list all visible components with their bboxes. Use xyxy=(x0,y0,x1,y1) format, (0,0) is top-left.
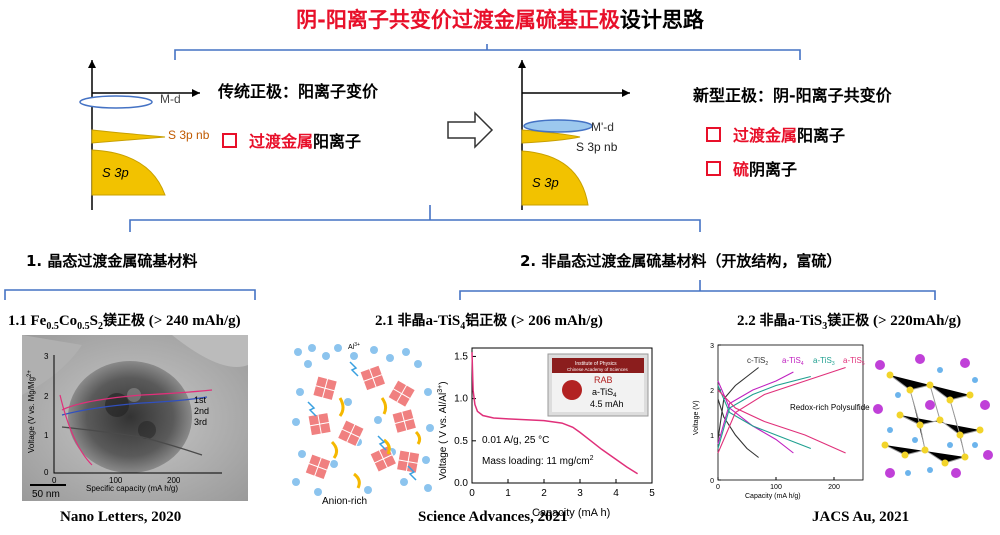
battery-photo-inset: Institute of Physics Chinese Academy of … xyxy=(547,353,649,417)
panel3-chart: 0 1 2 3 0 100 200 c-TiS2 a-TiS4 a-TiS3 a-TiS5… xyxy=(693,343,870,500)
checkbox-icon xyxy=(706,127,721,142)
svg-text:100: 100 xyxy=(109,476,123,485)
series-line-a-TiS3-discharge xyxy=(717,385,811,450)
band-label-s3p: S 3p xyxy=(102,165,129,180)
inset-institute: Institute of Physics xyxy=(575,361,617,367)
annotation-polysulfides: Redox-rich Polysulfides xyxy=(790,403,870,412)
y-tick-label: 1 xyxy=(710,433,714,440)
anion-rich-label: Anion-rich xyxy=(322,496,367,507)
svg-text:3: 3 xyxy=(44,352,49,361)
x-tick-label: 1 xyxy=(505,488,511,499)
particle xyxy=(68,361,192,473)
x-tick-label: 200 xyxy=(828,484,840,491)
x-tick-label: 0 xyxy=(469,488,475,499)
novel-heading: 新型正极：阴-阳离子共变价 xyxy=(693,86,892,105)
band-diagram-novel xyxy=(518,60,630,210)
x-tick-label: 2 xyxy=(541,488,547,499)
logo-icon xyxy=(562,380,582,400)
y-tick-label: 0.0 xyxy=(454,478,468,489)
traditional-item-1: 过渡金属阳离子 xyxy=(222,128,361,152)
al-ion-label: Al3+ xyxy=(348,342,360,351)
svg-text:200: 200 xyxy=(167,476,181,485)
y-tick-label: 3 xyxy=(710,343,714,350)
arrow-icon xyxy=(447,111,494,149)
series-line-a-TiS3-charge xyxy=(717,375,811,449)
inset-material: a-TiS4 xyxy=(592,387,617,399)
legend-1st: 1st xyxy=(194,395,207,405)
scale-label: 50 nm xyxy=(32,489,60,500)
svg-text:0: 0 xyxy=(52,476,57,485)
y-tick-label: 1.0 xyxy=(454,394,468,405)
legend-a-tis4: a-TiS4 xyxy=(782,356,804,367)
chart-frame xyxy=(717,344,864,481)
inset-capacity: 4.5 mAh xyxy=(590,399,624,409)
legend-a-tis3: a-TiS3 xyxy=(813,356,835,367)
x-axis-label: Capacity (mA h/g) xyxy=(745,493,801,500)
legend-a-tis5: a-TiS5 xyxy=(843,356,865,367)
panel1-tem-image: 3 2 1 0 0 100 200 1st 2nd 3rd Specific capaci… xyxy=(22,335,248,501)
novel-item-1: 过渡金属阳离子 xyxy=(706,122,845,146)
x-axis-label: Capacity (mA h) xyxy=(532,507,610,519)
condition-label: 0.01 A/g, 25 °C xyxy=(482,435,549,446)
page-title: 阴-阳离子共变价过渡金属硫基正极设计思路 xyxy=(296,8,704,32)
y-tick-label: 0 xyxy=(710,478,714,485)
y-axis-label: Voltage ( V vs. Al/Al3+) xyxy=(437,381,449,480)
chart-frame xyxy=(471,347,653,484)
band-label-md-novel: M'-d xyxy=(591,120,614,134)
reference-nano-letters: Nano Letters, 2020 xyxy=(60,509,182,525)
svg-text:0: 0 xyxy=(44,468,49,477)
y-axis-label: Voltage (V) xyxy=(693,400,700,435)
band-label-s3pnb: S 3p nb xyxy=(168,128,210,142)
legend-c-tis2: c-TiS2 xyxy=(747,356,768,367)
y-tick-label: 1.5 xyxy=(454,351,468,362)
x-tick-label: 100 xyxy=(770,484,782,491)
novel-item-2: 硫阴离子 xyxy=(706,156,797,180)
legend-3rd: 3rd xyxy=(194,417,207,427)
band-diagram-traditional xyxy=(79,60,200,210)
inset-academy: Chinese Academy of Sciences xyxy=(567,367,629,372)
legend-2nd: 2nd xyxy=(194,406,209,416)
panel2-chart: 0.0 0.5 1.0 1.5 0 1 2 3 4 5 0.01 A/g, 25 °C Mass… xyxy=(437,347,655,519)
panel1-xlabel: Specific capacity (mA h/g) xyxy=(86,484,178,493)
x-tick-label: 4 xyxy=(613,488,619,499)
reference-science-advances: Science Advances, 2021 xyxy=(418,509,568,525)
panel2-heading: 2.1 非晶a-TiS4铝正极 (> 206 mAh/g) xyxy=(375,313,603,332)
y-tick-label: 0.5 xyxy=(454,436,468,447)
inset-rab: RAB xyxy=(594,375,613,385)
svg-text:2: 2 xyxy=(44,392,49,401)
traditional-heading: 传统正极：阳离子变价 xyxy=(218,82,379,101)
panel1-ylabel: Voltage (V vs. Mg/Mg2+ xyxy=(27,370,36,453)
section2-heading: 2. 非晶态过渡金属硫基材料（开放结构，富硫） xyxy=(520,252,842,270)
reference-jacs-au: JACS Au, 2021 xyxy=(812,509,910,525)
panel3-molecule xyxy=(873,354,993,478)
series-line xyxy=(471,352,638,475)
svg-text:1: 1 xyxy=(44,431,49,440)
checkbox-icon xyxy=(222,133,237,148)
y-tick-label: 2 xyxy=(710,388,714,395)
band-label-s3p-novel: S 3p xyxy=(532,175,559,190)
loading-label: Mass loading: 11 mg/cm2 xyxy=(482,455,594,467)
series-line-a-TiS5-charge xyxy=(717,366,846,454)
series-line-c-TiS2-discharge xyxy=(717,398,759,458)
checkbox-icon xyxy=(706,161,721,176)
x-tick-label: 5 xyxy=(649,488,655,499)
x-tick-label: 0 xyxy=(716,484,720,491)
panel1-heading: 1.1 Fe0.5Co0.5S2镁正极 (> 240 mAh/g) xyxy=(8,313,241,332)
panel3-heading: 2.2 非晶a-TiS3镁正极 (> 220mAh/g) xyxy=(737,313,962,332)
series-line-a-TiS4-charge xyxy=(717,371,794,445)
band-label-md: M-d xyxy=(160,92,181,106)
series-line-a-TiS5-discharge xyxy=(717,389,846,454)
x-tick-label: 3 xyxy=(577,488,583,499)
section1-heading: 1. 晶态过渡金属硫基材料 xyxy=(26,252,198,270)
panel2-schematic: Al3+ Anion-rich xyxy=(292,342,434,507)
band-label-s3pnb-novel: S 3p nb xyxy=(576,140,618,154)
